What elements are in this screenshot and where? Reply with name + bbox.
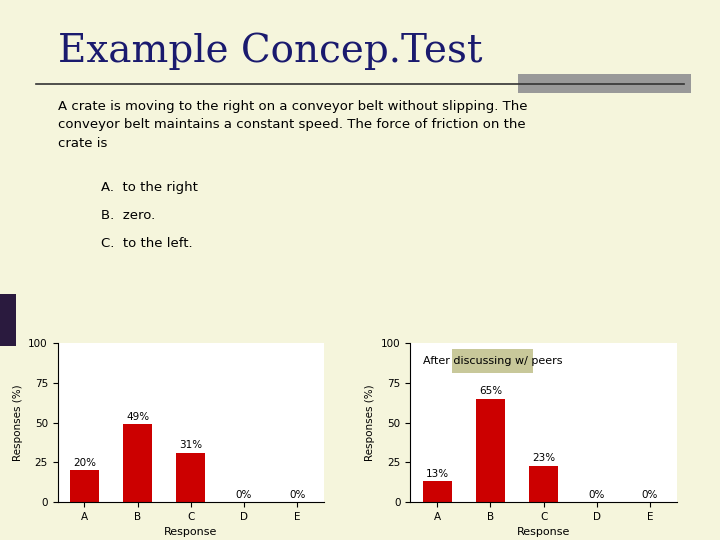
X-axis label: Response: Response: [164, 528, 217, 537]
Text: B.  zero.: B. zero.: [101, 209, 155, 222]
Text: A crate is moving to the right on a conveyor belt without slipping. The
conveyor: A crate is moving to the right on a conv…: [58, 100, 527, 150]
Text: 65%: 65%: [479, 386, 502, 396]
Y-axis label: Responses (%): Responses (%): [13, 384, 23, 461]
Text: 0%: 0%: [289, 490, 305, 500]
Bar: [476, 399, 505, 502]
Text: C.  to the left.: C. to the left.: [101, 237, 192, 250]
Text: 20%: 20%: [73, 458, 96, 468]
Bar: [0, 294, 16, 346]
Text: 0%: 0%: [589, 490, 605, 500]
Text: 13%: 13%: [426, 469, 449, 479]
Bar: [529, 465, 558, 502]
Bar: [70, 470, 99, 502]
Text: A.  to the right: A. to the right: [101, 181, 198, 194]
Text: 31%: 31%: [179, 441, 202, 450]
Text: 49%: 49%: [126, 412, 149, 422]
FancyBboxPatch shape: [452, 349, 533, 373]
Y-axis label: Responses (%): Responses (%): [366, 384, 376, 461]
X-axis label: Response: Response: [517, 528, 570, 537]
Text: Example Concep.Test: Example Concep.Test: [58, 32, 482, 70]
Bar: [423, 482, 451, 502]
Bar: [123, 424, 152, 502]
Bar: [518, 74, 691, 93]
Text: 23%: 23%: [532, 453, 555, 463]
Bar: [176, 453, 205, 502]
Text: After discussing w/ peers: After discussing w/ peers: [423, 356, 562, 366]
Text: 0%: 0%: [642, 490, 658, 500]
Text: 0%: 0%: [236, 490, 252, 500]
